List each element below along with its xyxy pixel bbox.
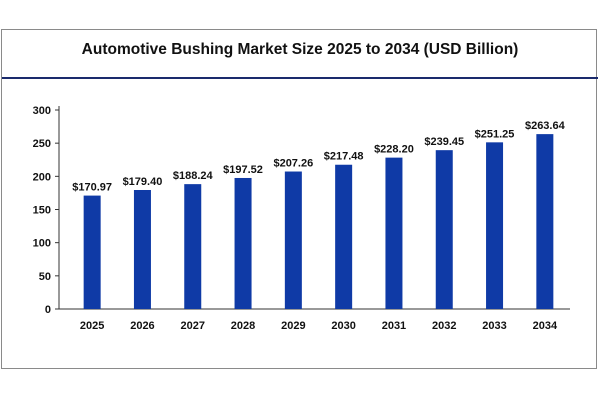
x-tick-label-2025: 2025 bbox=[80, 320, 104, 332]
x-tick-label-2034: 2034 bbox=[533, 320, 558, 332]
data-label-2029: $207.26 bbox=[273, 158, 313, 170]
bar-2029 bbox=[284, 171, 302, 309]
y-tick-label: 150 bbox=[33, 205, 51, 217]
bar-chart: 0 50 100 150 200 250 300 $170.97 2025 $179.40 2026… bbox=[33, 105, 570, 332]
y-tick-label: 300 bbox=[33, 105, 51, 117]
title-divider bbox=[2, 77, 598, 79]
x-tick-label-2031: 2031 bbox=[382, 320, 406, 332]
bar-2033 bbox=[486, 142, 504, 309]
bar-2031 bbox=[385, 157, 403, 309]
data-label-2026: $179.40 bbox=[123, 176, 163, 188]
data-label-2034: $263.64 bbox=[525, 120, 566, 132]
bar-2028 bbox=[234, 177, 252, 309]
x-tick-label-2033: 2033 bbox=[482, 320, 506, 332]
bar-2034 bbox=[536, 134, 554, 309]
data-label-2032: $239.45 bbox=[424, 136, 464, 148]
bar-2026 bbox=[133, 189, 151, 309]
x-tick-label-2026: 2026 bbox=[130, 320, 154, 332]
bar-2025 bbox=[83, 195, 101, 309]
y-tick-label: 200 bbox=[33, 171, 51, 183]
data-label-2025: $170.97 bbox=[72, 182, 112, 194]
data-label-2033: $251.25 bbox=[475, 128, 515, 140]
y-tick-label: 250 bbox=[33, 138, 51, 150]
bar-2027 bbox=[184, 184, 202, 309]
x-tick-label-2030: 2030 bbox=[331, 320, 355, 332]
x-tick-label-2028: 2028 bbox=[231, 320, 255, 332]
data-label-2030: $217.48 bbox=[324, 151, 364, 163]
x-tick-label-2029: 2029 bbox=[281, 320, 305, 332]
y-tick-label: 100 bbox=[33, 238, 51, 250]
chart-frame: Automotive Bushing Market Size 2025 to 2… bbox=[1, 29, 598, 369]
data-label-2028: $197.52 bbox=[223, 164, 263, 176]
data-label-2031: $228.20 bbox=[374, 144, 414, 156]
data-label-2027: $188.24 bbox=[173, 170, 214, 182]
x-tick-label-2027: 2027 bbox=[181, 320, 205, 332]
bar-2030 bbox=[335, 164, 353, 309]
bar-2032 bbox=[435, 150, 453, 309]
y-tick-label: 0 bbox=[45, 304, 51, 316]
chart-title: Automotive Bushing Market Size 2025 to 2… bbox=[81, 41, 519, 58]
y-tick-label: 50 bbox=[39, 271, 51, 283]
x-tick-label-2032: 2032 bbox=[432, 320, 456, 332]
